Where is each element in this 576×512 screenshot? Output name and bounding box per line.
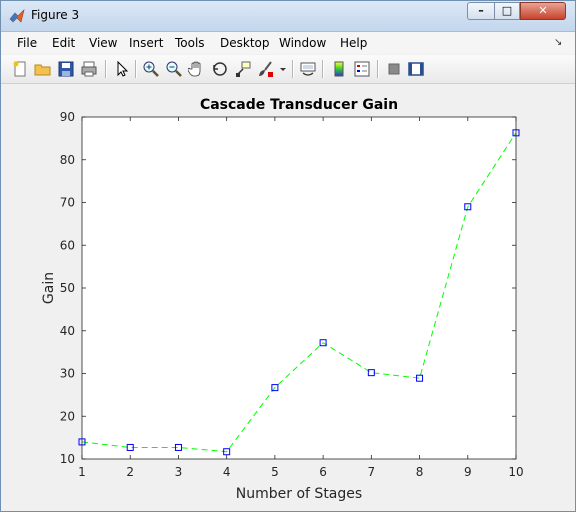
x-axis-label: Number of Stages (236, 486, 362, 502)
close-button[interactable]: ✕ (520, 2, 566, 20)
x-tick-label: 3 (175, 465, 183, 479)
open-file-icon[interactable] (34, 60, 52, 78)
x-tick-label: 2 (126, 465, 134, 479)
y-tick-label: 20 (60, 409, 75, 423)
x-tick-label: 9 (464, 465, 472, 479)
y-tick-label: 50 (60, 281, 75, 295)
print-icon[interactable] (80, 60, 98, 78)
x-tick-label: 6 (319, 465, 327, 479)
brush-icon[interactable] (257, 60, 275, 78)
save-icon[interactable] (57, 60, 75, 78)
chart-title: Cascade Transducer Gain (200, 97, 398, 113)
y-axis-ticks: 10 20 30 40 50 60 70 80 90 (60, 110, 516, 466)
axes-background (82, 117, 516, 459)
y-tick-label: 90 (60, 110, 75, 124)
toolbar-separator (292, 60, 294, 78)
figure-canvas: 10 20 30 40 50 60 70 80 90 1 2 3 4 5 6 7 8 9 10 Cascade T… (1, 84, 575, 511)
x-tick-label: 10 (508, 465, 523, 479)
toolbar-separator (135, 60, 137, 78)
minimize-icon: – (478, 4, 484, 17)
axes-frame (81, 116, 517, 460)
y-tick-label: 60 (60, 238, 75, 252)
pan-hand-icon[interactable] (188, 60, 206, 78)
maximize-icon: □ (501, 4, 513, 17)
data-point-marker (416, 374, 424, 382)
x-axis-ticks: 1 2 3 4 5 6 7 8 9 10 (78, 117, 524, 479)
series-line (81, 132, 517, 453)
data-point-marker (223, 448, 231, 456)
x-tick-label: 5 (271, 465, 279, 479)
series-markers (78, 129, 520, 456)
window-title: Figure 3 (31, 8, 80, 22)
data-point-marker (367, 369, 375, 377)
data-point-marker (126, 443, 134, 451)
data-point-marker (464, 203, 472, 211)
y-tick-label: 30 (60, 367, 75, 381)
menu-bar: File Edit View Insert Tools Desktop Wind… (1, 32, 575, 54)
x-tick-label: 1 (78, 465, 86, 479)
y-tick-label: 10 (60, 452, 75, 466)
menu-tools[interactable]: Tools (175, 36, 205, 50)
data-point-marker (319, 339, 327, 347)
y-tick-label: 40 (60, 324, 75, 338)
toolbar-separator (377, 60, 379, 78)
close-icon: ✕ (538, 4, 548, 17)
show-plot-tools-icon[interactable] (407, 60, 425, 78)
maximize-button[interactable]: □ (494, 2, 520, 20)
brush-dropdown-icon[interactable] (279, 60, 287, 78)
zoom-out-icon[interactable] (165, 60, 183, 78)
data-point-marker (174, 443, 182, 451)
line-chart[interactable]: 10 20 30 40 50 60 70 80 90 1 2 3 4 5 6 7 8 9 10 Cascade T… (1, 84, 575, 511)
y-tick-label: 70 (60, 196, 75, 210)
menu-dock-arrow-icon[interactable]: ↘ (554, 37, 563, 48)
new-figure-icon[interactable] (11, 60, 29, 78)
menu-edit[interactable]: Edit (52, 36, 76, 50)
menu-window[interactable]: Window (279, 36, 327, 50)
hide-plot-tools-icon[interactable] (385, 60, 403, 78)
toolbar-separator (105, 60, 107, 78)
title-bar[interactable]: Figure 3 – □ ✕ (1, 1, 575, 32)
insert-colorbar-icon[interactable] (330, 60, 348, 78)
minimize-button[interactable]: – (467, 2, 494, 20)
menu-view[interactable]: View (89, 36, 118, 50)
menu-file[interactable]: File (17, 36, 38, 50)
menu-desktop[interactable]: Desktop (220, 36, 270, 50)
edit-plot-arrow-icon[interactable] (113, 60, 131, 78)
menu-help[interactable]: Help (340, 36, 368, 50)
y-axis-label: Gain (41, 272, 57, 304)
zoom-in-icon[interactable] (142, 60, 160, 78)
x-tick-label: 4 (223, 465, 231, 479)
x-tick-label: 7 (368, 465, 376, 479)
link-plot-icon[interactable] (299, 60, 317, 78)
toolbar-separator (322, 60, 324, 78)
rotate-3d-icon[interactable] (211, 60, 229, 78)
y-tick-label: 80 (60, 153, 75, 167)
matlab-logo-icon (9, 9, 25, 23)
insert-legend-icon[interactable] (353, 60, 371, 78)
menu-insert[interactable]: Insert (129, 36, 164, 50)
data-cursor-icon[interactable] (234, 60, 252, 78)
x-tick-label: 8 (416, 465, 424, 479)
data-point-marker (271, 384, 279, 392)
figure-toolbar (1, 55, 575, 84)
